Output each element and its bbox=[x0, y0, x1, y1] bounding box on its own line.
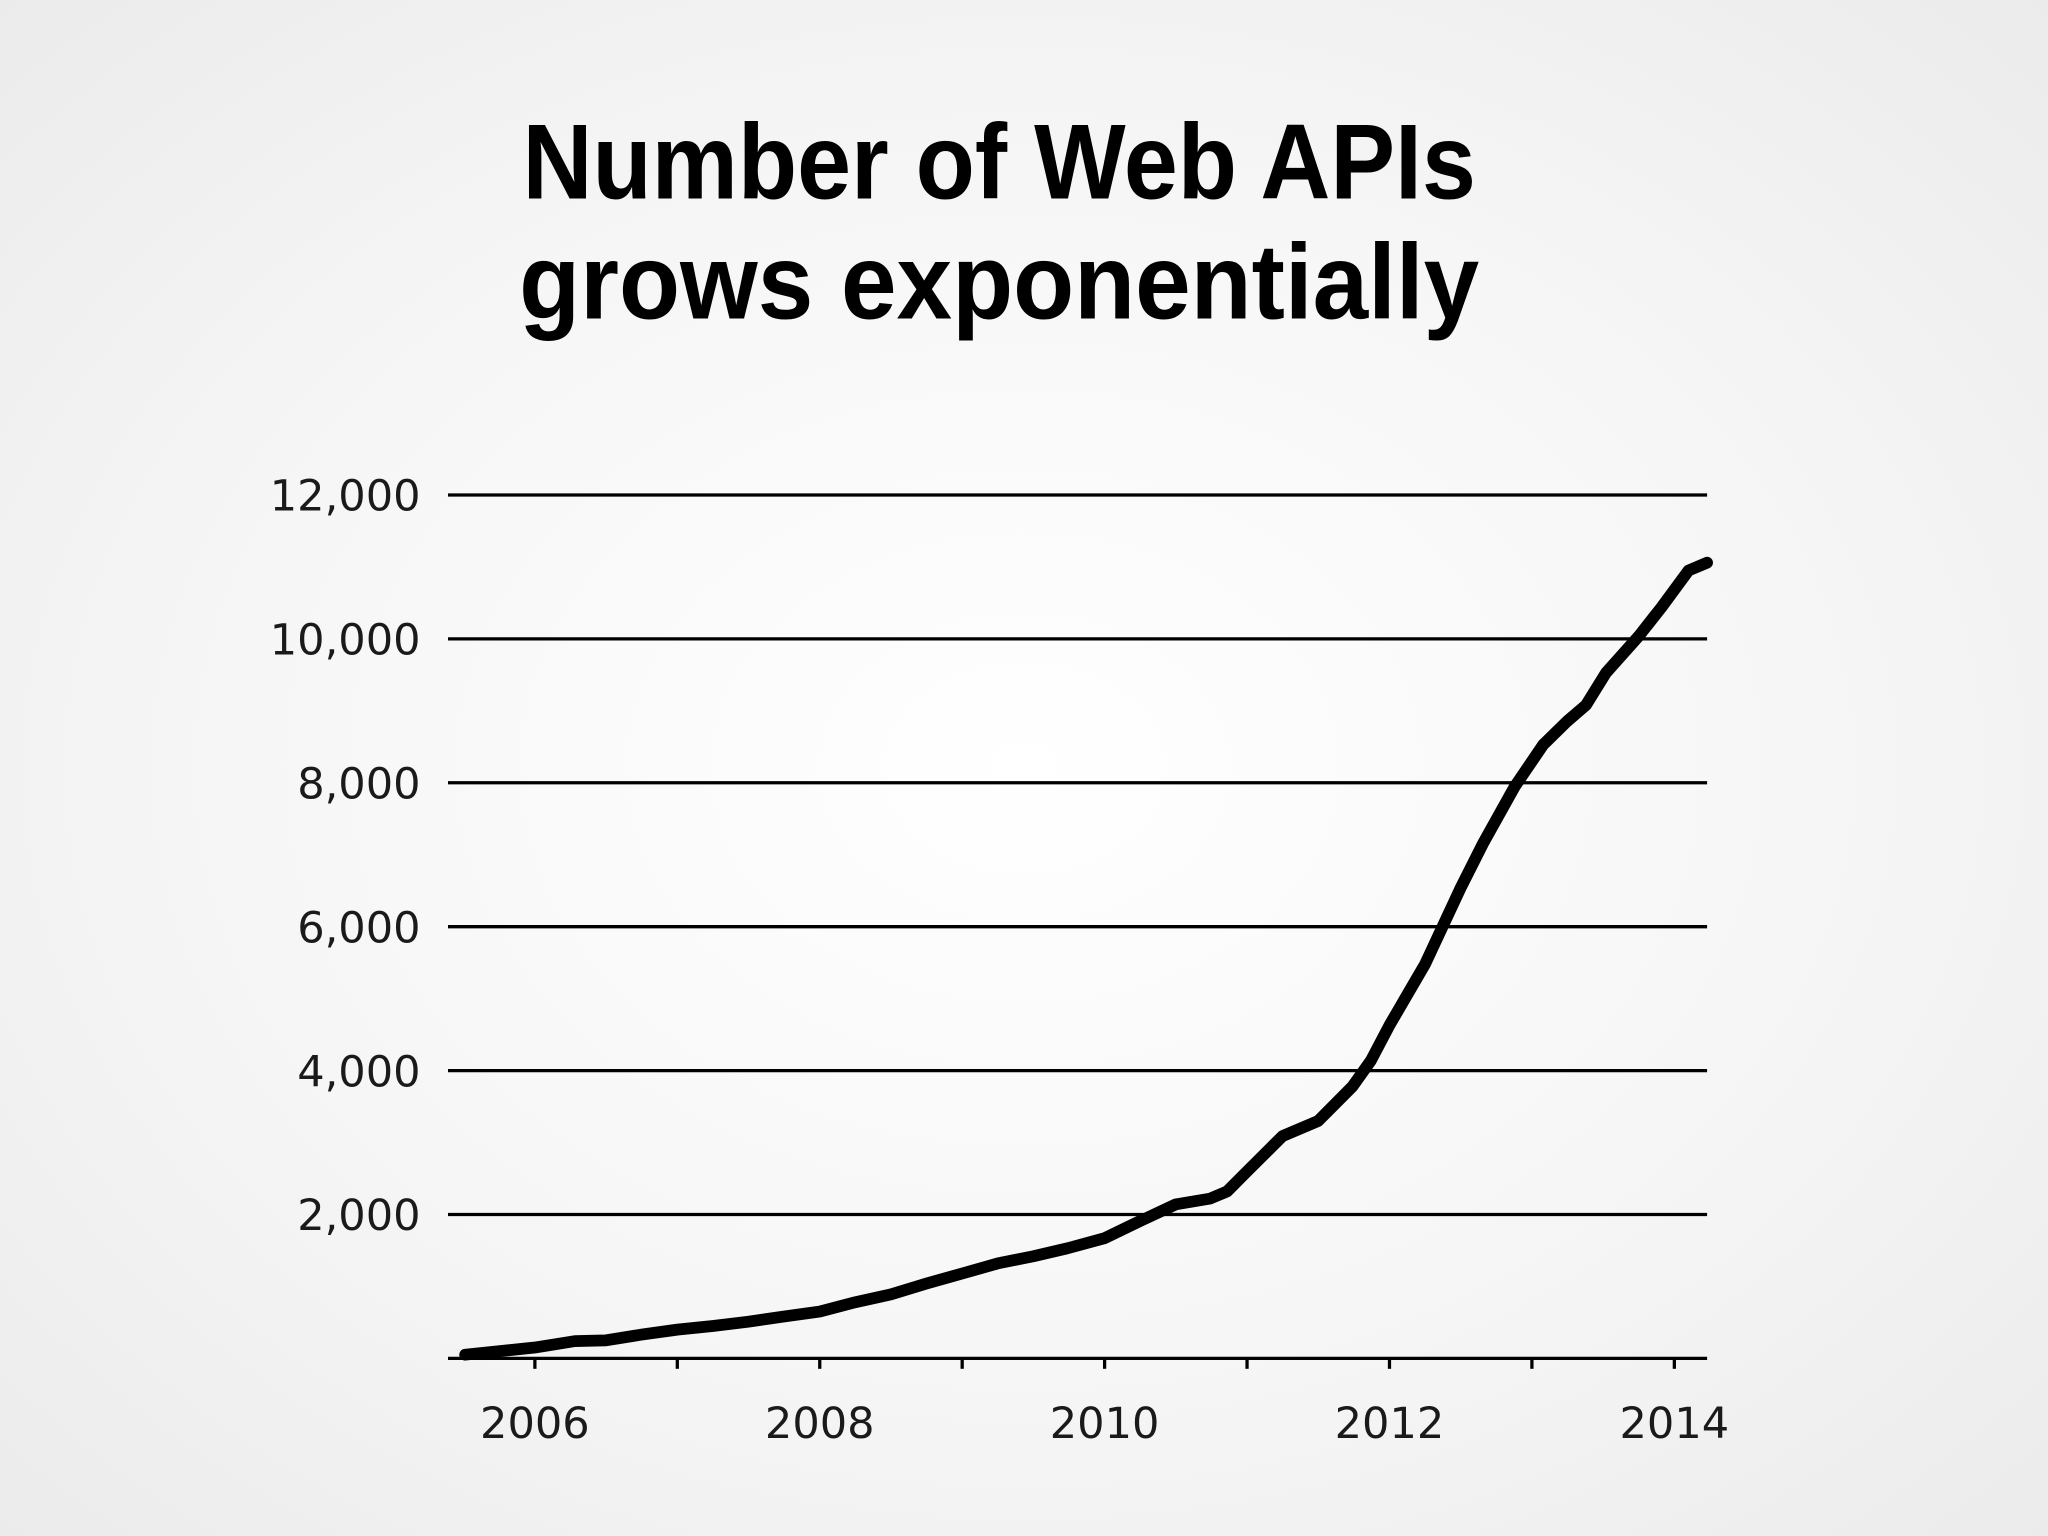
y-tick-label: 2,000 bbox=[297, 1191, 420, 1241]
chart-title: grows exponentially bbox=[519, 222, 1479, 342]
y-tick-label: 6,000 bbox=[297, 903, 420, 953]
x-tick-label: 2010 bbox=[1050, 1399, 1160, 1449]
data-line bbox=[459, 556, 1713, 1361]
y-tick-label: 8,000 bbox=[297, 759, 420, 809]
y-tick-label: 10,000 bbox=[270, 616, 421, 666]
x-tick-label: 2006 bbox=[480, 1399, 590, 1449]
chart-title: Number of Web APIs bbox=[522, 102, 1475, 222]
y-tick-label: 12,000 bbox=[270, 472, 421, 522]
x-tick-label: 2008 bbox=[765, 1399, 875, 1449]
y-tick-label: 4,000 bbox=[297, 1047, 420, 1097]
x-tick-label: 2014 bbox=[1620, 1399, 1730, 1449]
x-tick-label: 2012 bbox=[1335, 1399, 1445, 1449]
